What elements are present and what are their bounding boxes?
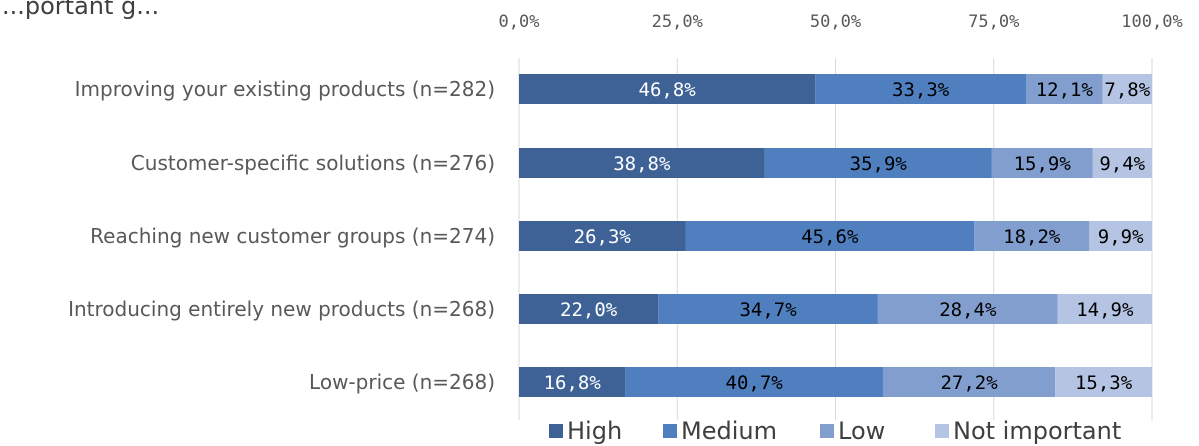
legend: High Medium Low Not important bbox=[549, 417, 1121, 445]
legend-swatch bbox=[820, 424, 834, 438]
legend-swatch bbox=[663, 424, 677, 438]
data-label: 26,3% bbox=[574, 226, 632, 248]
chart-header-fragment: ...portant g... bbox=[2, 0, 159, 20]
bar-segment bbox=[877, 294, 1058, 324]
category-labels: Improving your existing products (n=282)… bbox=[68, 77, 495, 394]
bar-segment bbox=[519, 367, 626, 397]
bar-segment bbox=[764, 148, 992, 178]
bar-segment bbox=[1092, 148, 1152, 178]
bar-segment bbox=[685, 221, 975, 251]
data-label: 12,1% bbox=[1036, 79, 1094, 101]
data-label: 16,8% bbox=[544, 372, 602, 394]
legend-entry: Not important bbox=[953, 417, 1121, 445]
bar-segment bbox=[1057, 294, 1152, 324]
data-label: 46,8% bbox=[639, 79, 697, 101]
legend-entry: High bbox=[567, 417, 622, 445]
data-label: 15,9% bbox=[1014, 153, 1072, 175]
legend-entry: Medium bbox=[681, 417, 777, 445]
bar-segment bbox=[658, 294, 878, 324]
bar-segment bbox=[519, 221, 686, 251]
x-tick-label: 25,0% bbox=[652, 12, 703, 32]
bar-segment bbox=[974, 221, 1090, 251]
bar-segment bbox=[519, 74, 816, 104]
bar-segment bbox=[882, 367, 1056, 397]
category-label: Low-price (n=268) bbox=[309, 370, 495, 394]
data-label: 9,4% bbox=[1099, 153, 1145, 175]
x-tick-label: 75,0% bbox=[968, 12, 1019, 32]
data-label: 28,4% bbox=[939, 299, 997, 321]
bar-segment bbox=[625, 367, 883, 397]
data-label: 34,7% bbox=[739, 299, 797, 321]
x-tick-label: 0,0% bbox=[499, 12, 540, 32]
data-label: 27,2% bbox=[940, 372, 998, 394]
bar-segment bbox=[1089, 221, 1152, 251]
data-label: 35,9% bbox=[850, 153, 908, 175]
bar-segments: 46,8% 33,3% 12,1% 7,8% 38,8% 35,9% 15,9% 9,4% 26… bbox=[519, 74, 1152, 397]
data-label: 7,8% bbox=[1104, 79, 1150, 101]
bar-segment bbox=[815, 74, 1027, 104]
data-label: 38,8% bbox=[613, 153, 671, 175]
bar-segment bbox=[519, 294, 659, 324]
data-label: 45,6% bbox=[801, 226, 859, 248]
data-label: 40,7% bbox=[726, 372, 784, 394]
data-label: 33,3% bbox=[892, 79, 950, 101]
data-label: 15,3% bbox=[1075, 372, 1133, 394]
legend-entry: Low bbox=[838, 417, 885, 445]
bar-segment bbox=[991, 148, 1093, 178]
category-label: Introducing entirely new products (n=268… bbox=[68, 297, 495, 321]
legend-swatch bbox=[549, 424, 563, 438]
x-axis-tick-labels: 0,0% 25,0% 50,0% 75,0% 100,0% bbox=[499, 12, 1183, 32]
category-label: Reaching new customer groups (n=274) bbox=[90, 224, 495, 248]
bar-segment bbox=[1055, 367, 1152, 397]
bar-segment bbox=[519, 148, 765, 178]
data-label: 9,9% bbox=[1098, 226, 1144, 248]
data-label: 22,0% bbox=[560, 299, 618, 321]
bar-segment bbox=[1102, 74, 1152, 104]
category-label: Customer-specific solutions (n=276) bbox=[131, 151, 495, 175]
x-tick-label: 50,0% bbox=[810, 12, 861, 32]
category-label: Improving your existing products (n=282) bbox=[75, 77, 495, 101]
x-tick-label: 100,0% bbox=[1121, 12, 1182, 32]
data-label: 14,9% bbox=[1076, 299, 1134, 321]
bar-segment bbox=[1026, 74, 1103, 104]
legend-swatch bbox=[935, 424, 949, 438]
data-label: 18,2% bbox=[1003, 226, 1061, 248]
